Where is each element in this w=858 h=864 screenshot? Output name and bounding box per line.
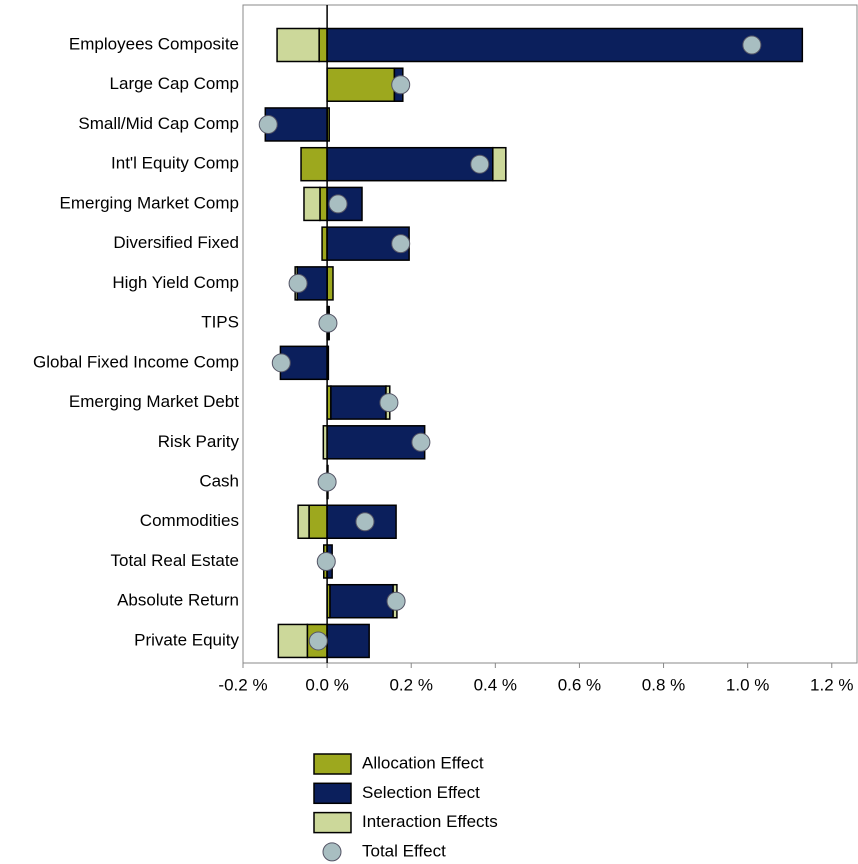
total-dot [386, 591, 406, 611]
bar-segment [321, 226, 328, 261]
total-dot [391, 234, 411, 254]
y-tick-label: Total Real Estate [110, 551, 239, 570]
total-dot [308, 631, 328, 651]
bar-segment [330, 385, 387, 420]
total-dot [271, 353, 291, 373]
y-tick-label: Global Fixed Income Comp [33, 352, 239, 371]
y-tick-label: Absolute Return [117, 591, 239, 610]
plot-frame [242, 4, 858, 664]
x-tick-label: 0.8 % [642, 675, 685, 694]
bar-segment [277, 623, 309, 659]
bar-segment [326, 67, 396, 102]
y-tick-label: Large Cap Comp [110, 74, 239, 93]
x-tick-label: -0.2 % [218, 675, 267, 694]
y-tick-label: Risk Parity [158, 432, 240, 451]
total-dot [288, 273, 308, 293]
y-tick-label: TIPS [201, 313, 239, 332]
legend-swatch [313, 753, 352, 775]
bar-segment [308, 504, 328, 540]
total-dot [328, 194, 348, 214]
bar-segment [326, 425, 426, 460]
legend-label: Allocation Effect [362, 753, 484, 772]
bar-segment [318, 27, 328, 63]
total-dot [742, 35, 762, 55]
bar-segment [492, 146, 507, 182]
total-dot [470, 154, 490, 174]
bar-segment [326, 146, 494, 182]
legend-swatch [313, 811, 352, 834]
bar-segment [326, 266, 334, 301]
y-tick-label: Small/Mid Cap Comp [78, 114, 239, 133]
total-dot [355, 512, 375, 532]
y-tick-label: High Yield Comp [112, 273, 239, 292]
x-tick-label: 1.2 % [810, 675, 853, 694]
legend-label: Total Effect [362, 841, 446, 860]
bar-segment [326, 27, 804, 63]
bar-segment [297, 504, 310, 540]
y-tick-label: Emerging Market Comp [59, 193, 239, 212]
y-tick-label: Emerging Market Debt [69, 392, 239, 411]
legend-swatch [322, 842, 342, 862]
total-dot [391, 75, 411, 95]
x-tick-label: 0.6 % [558, 675, 601, 694]
bar-segment [326, 623, 370, 659]
bar-segment [319, 186, 328, 222]
total-dot [258, 114, 278, 134]
legend-label: Selection Effect [362, 783, 480, 802]
y-tick-label: Commodities [140, 511, 239, 530]
total-dot [318, 313, 338, 333]
y-tick-label: Diversified Fixed [113, 233, 239, 252]
y-tick-label: Cash [199, 472, 239, 491]
bar-segment [276, 27, 320, 63]
x-tick-label: 1.0 % [726, 675, 769, 694]
bar-segment [329, 583, 394, 619]
total-dot [379, 393, 399, 413]
y-tick-label: Int'l Equity Comp [111, 154, 239, 173]
bar-segment [303, 186, 321, 222]
legend-swatch [313, 782, 352, 805]
bar-segment [300, 146, 328, 182]
y-tick-label: Employees Composite [69, 34, 239, 53]
x-tick-label: 0.2 % [389, 675, 432, 694]
x-tick-label: 0.4 % [474, 675, 517, 694]
legend-label: Interaction Effects [362, 812, 498, 831]
total-dot [317, 472, 337, 492]
x-tick-label: 0.0 % [305, 675, 348, 694]
y-tick-label: Private Equity [134, 630, 239, 649]
total-dot [411, 432, 431, 452]
total-dot [316, 551, 336, 571]
